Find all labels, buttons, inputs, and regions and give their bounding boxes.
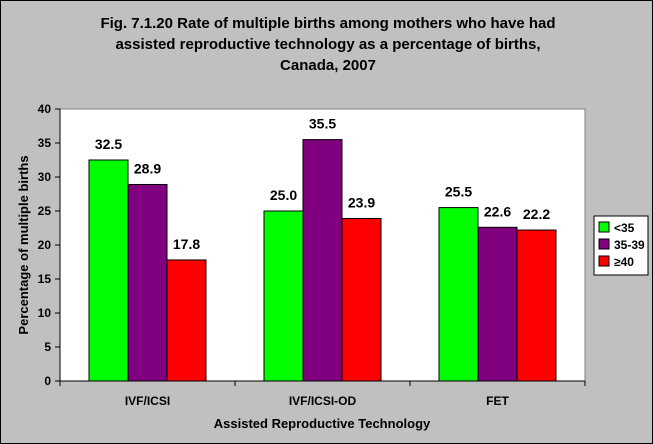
chart-title-line-2: assisted reproductive technology as a pe… <box>115 36 540 53</box>
data-label: 25.0 <box>270 187 297 203</box>
legend-label: ≥40 <box>614 255 634 269</box>
chart-title-line-3: Canada, 2007 <box>280 57 376 74</box>
x-axis-title: Assisted Reproductive Technology <box>214 416 431 431</box>
x-tick-label: IVF/ICSI <box>125 394 170 408</box>
x-tick-label: IVF/ICSI-OD <box>289 394 357 408</box>
legend-label: 35-39 <box>614 238 645 252</box>
bar <box>166 259 207 382</box>
data-label: 28.9 <box>134 160 161 176</box>
bar <box>88 159 129 382</box>
x-tick-label: FET <box>486 394 509 408</box>
y-tick-label: 30 <box>38 170 52 184</box>
bar <box>341 217 382 382</box>
axes-layer: 0 5 10 15 20 25 30 35 40 IVF/ICSI IVF/ICSI-OD FET <box>38 102 586 408</box>
y-tick-label: 25 <box>38 204 52 218</box>
data-label: 25.5 <box>445 184 472 200</box>
legend-swatch <box>598 255 610 267</box>
chart-title-line-1: Fig. 7.1.20 Rate of multiple births amon… <box>100 15 555 32</box>
data-label: 22.6 <box>484 203 511 219</box>
data-label: 22.2 <box>523 206 550 222</box>
bar <box>302 139 343 382</box>
data-label: 17.8 <box>173 236 200 252</box>
y-tick-label: 40 <box>38 102 52 116</box>
data-label: 35.5 <box>309 116 336 132</box>
bar <box>438 207 479 382</box>
y-tick-label: 5 <box>44 340 51 354</box>
bar <box>127 183 168 382</box>
legend-label: <35 <box>614 221 635 235</box>
y-tick-label: 15 <box>38 272 52 286</box>
legend-swatch <box>598 238 610 250</box>
bars-layer <box>88 139 557 382</box>
legend-items: <35 35-39 ≥40 <box>598 221 645 269</box>
legend: <35 35-39 ≥40 <box>593 215 649 276</box>
y-tick-label: 0 <box>44 374 51 388</box>
data-label: 32.5 <box>95 136 122 152</box>
data-label: 23.9 <box>348 194 375 210</box>
y-axis-title: Percentage of multiple births <box>16 155 31 334</box>
labels-layer: 32.5 28.9 17.8 25.0 35.5 23.9 25.5 22.6 22.2 <box>95 116 550 252</box>
bar <box>516 229 557 382</box>
y-tick-label: 35 <box>38 136 52 150</box>
bar <box>263 210 304 382</box>
y-tick-label: 20 <box>38 238 52 252</box>
bar <box>477 226 518 382</box>
y-tick-label: 10 <box>38 306 52 320</box>
legend-swatch <box>598 221 610 233</box>
